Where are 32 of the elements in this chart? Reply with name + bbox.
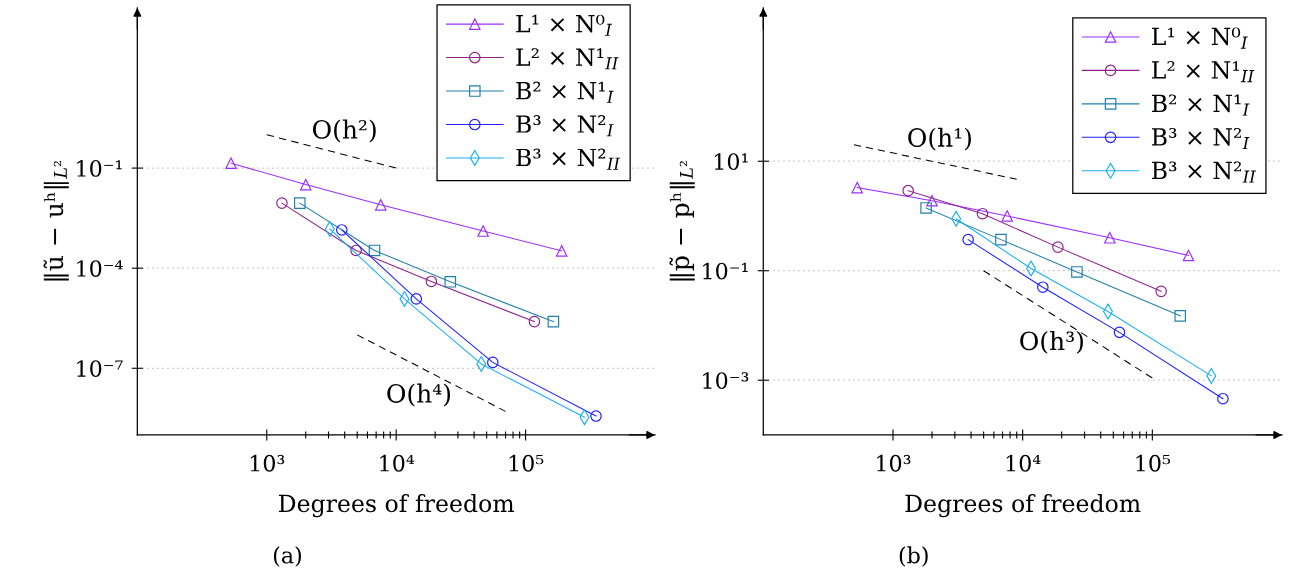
y-tick-label: 10⁻³ [703,372,749,389]
annotation: O(h⁴) [387,383,451,407]
y-axis-title: ‖p̃ − pʰ‖$_{L²}$ [669,161,695,281]
text: (a) [273,546,301,567]
legend-label: L¹ × N⁰$_{I}$ [516,14,613,36]
x-tick-label: 10³ [250,454,285,472]
text: (b) [899,546,928,567]
x-axis-title: Degrees of freedom [905,493,1141,518]
annotation: O(h¹) [908,127,971,151]
x-tick-label: 10⁴ [1006,454,1041,472]
y-tick-label: 10⁻⁴ [77,260,123,277]
x-tick-label: 10⁵ [1136,454,1171,472]
x-axis-title: Degrees of freedom [278,493,515,518]
legend-label: L² × N¹$_{II}$ [516,48,619,70]
x-tick-label: 10⁵ [509,454,544,472]
y-tick-label: 10⁻¹ [77,160,122,177]
annotation: O(h³) [1020,330,1083,354]
annotation: O(h²) [313,119,376,143]
legend-label: B³ × N²$_{I}$ [1152,127,1250,150]
y-tick-label: 10⁻⁷ [77,360,123,378]
legend-label: B² × N¹$_{I}$ [516,81,614,103]
legend-label: B² × N¹$_{I}$ [1152,94,1250,116]
x-tick-label: 10³ [877,454,911,472]
legend-label: B³ × N²$_{II}$ [1152,161,1256,183]
legend-label: L² × N¹$_{II}$ [1152,60,1255,83]
legend-label: L¹ × N⁰$_{I}$ [1152,27,1248,49]
x-tick-label: 10⁴ [380,454,415,472]
y-tick-label: 10⁻¹ [703,262,748,280]
y-axis-title: ‖ũ − uʰ‖$_{L²}$ [43,161,69,281]
legend-label: B³ × N²$_{II}$ [516,148,621,170]
y-tick-label: 10¹ [714,153,748,170]
legend-label: B³ × N²$_{I}$ [516,115,614,137]
